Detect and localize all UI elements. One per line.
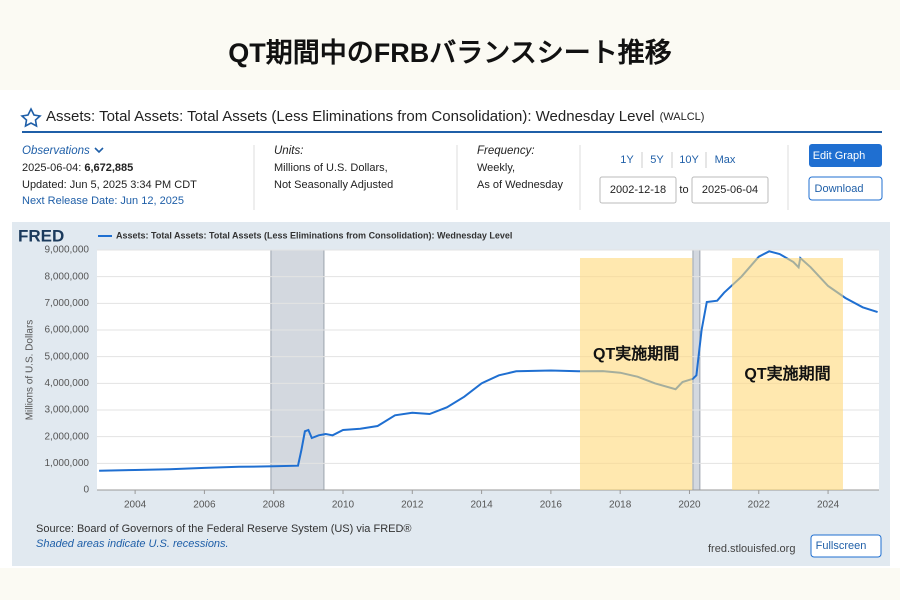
range-button[interactable]: Max [715, 154, 736, 166]
recession-band [270, 250, 324, 490]
edit-graph-label: Edit Graph [813, 150, 866, 162]
x-tick-label: 2018 [609, 500, 632, 511]
fullscreen-label: Fullscreen [816, 540, 867, 552]
y-tick-label: 2,000,000 [45, 431, 90, 442]
header-bg [0, 0, 900, 88]
x-tick-label: 2008 [263, 500, 286, 511]
series-line [99, 250, 878, 472]
download-button[interactable] [808, 176, 883, 201]
frequency-label: Frequency: [477, 145, 535, 157]
start-date-input[interactable] [599, 176, 677, 204]
x-tick-label: 2010 [332, 500, 355, 511]
y-tick-label: 3,000,000 [45, 405, 90, 416]
series-title: Assets: Total Assets: Total Assets (Less… [46, 108, 704, 125]
start-date: 2002-12-18 [610, 184, 666, 196]
qt-label: QT実施期間 [744, 364, 830, 383]
qt-label: QT実施期間 [593, 344, 679, 363]
x-tick-label: 2022 [748, 500, 771, 511]
range-button[interactable]: 5Y [650, 154, 664, 166]
page-title: QT期間中のFRBバランスシート推移 [228, 38, 671, 68]
end-date-input[interactable] [691, 176, 769, 204]
obs-value: 6,672,885 [84, 162, 133, 174]
y-tick-label: 8,000,000 [45, 271, 90, 282]
x-tick-label: 2024 [817, 500, 840, 511]
qt-band [732, 258, 843, 490]
site: fred.stlouisfed.org [708, 543, 795, 555]
y-axis-label: Millions of U.S. Dollars [25, 320, 36, 421]
range-button[interactable]: 10Y [679, 154, 699, 166]
plot: 0 1,000,000 2,000,000 3,000,000 4,000,000 5,0… [25, 230, 879, 511]
legend-label: Assets: Total Assets: Total Assets (Less… [116, 230, 512, 240]
recession-note: Shaded areas indicate U.S. recessions. [36, 538, 229, 550]
download-label: Download [815, 183, 864, 195]
units-line: Millions of U.S. Dollars, [274, 162, 388, 174]
chevron [94, 147, 104, 154]
series-name: Assets: Total Assets: Total Assets (Less… [46, 108, 655, 125]
y-tick-label: 0 [83, 485, 89, 496]
series-id: (WALCL) [660, 111, 705, 123]
next-release[interactable]: Next Release Date: Jun 12, 2025 [22, 195, 184, 207]
range-button[interactable]: 1Y [620, 154, 634, 166]
range-buttons: 1Y 5Y 10Y Max [620, 152, 736, 168]
to-label: to [679, 184, 688, 196]
x-tick-label: 2020 [678, 500, 701, 511]
source: Source: Board of Governors of the Federa… [36, 523, 412, 535]
units-line: Not Seasonally Adjusted [274, 179, 393, 191]
star-icon[interactable] [20, 107, 42, 128]
x-tick-label: 2006 [193, 500, 216, 511]
end-date: 2025-06-04 [702, 184, 758, 196]
x-tick-label: 2004 [124, 500, 147, 511]
fullscreen-button[interactable] [810, 534, 882, 558]
x-tick-label: 2014 [470, 500, 493, 511]
frequency-line: As of Wednesday [477, 179, 564, 191]
y-tick-label: 1,000,000 [45, 458, 90, 469]
obs-updated: Updated: Jun 5, 2025 3:34 PM CDT [22, 179, 197, 191]
obs-date: 2025-06-04: [22, 162, 81, 174]
fred-logo: FRED [18, 226, 64, 245]
obs-line: 2025-06-04: 6,672,885 [22, 162, 133, 174]
y-tick-label: 5,000,000 [45, 351, 90, 362]
qt-band [579, 258, 693, 490]
x-tick-label: 2016 [540, 500, 563, 511]
y-tick-label: 6,000,000 [45, 325, 90, 336]
observations-label[interactable]: Observations [22, 145, 90, 157]
frequency-line: Weekly, [477, 162, 515, 174]
units-label: Units: [274, 145, 303, 157]
y-tick-label: 4,000,000 [45, 378, 90, 389]
edit-graph-button[interactable] [809, 144, 882, 167]
y-tick-label: 9,000,000 [45, 245, 90, 256]
x-tick-label: 2012 [401, 500, 424, 511]
y-tick-label: 7,000,000 [45, 298, 90, 309]
